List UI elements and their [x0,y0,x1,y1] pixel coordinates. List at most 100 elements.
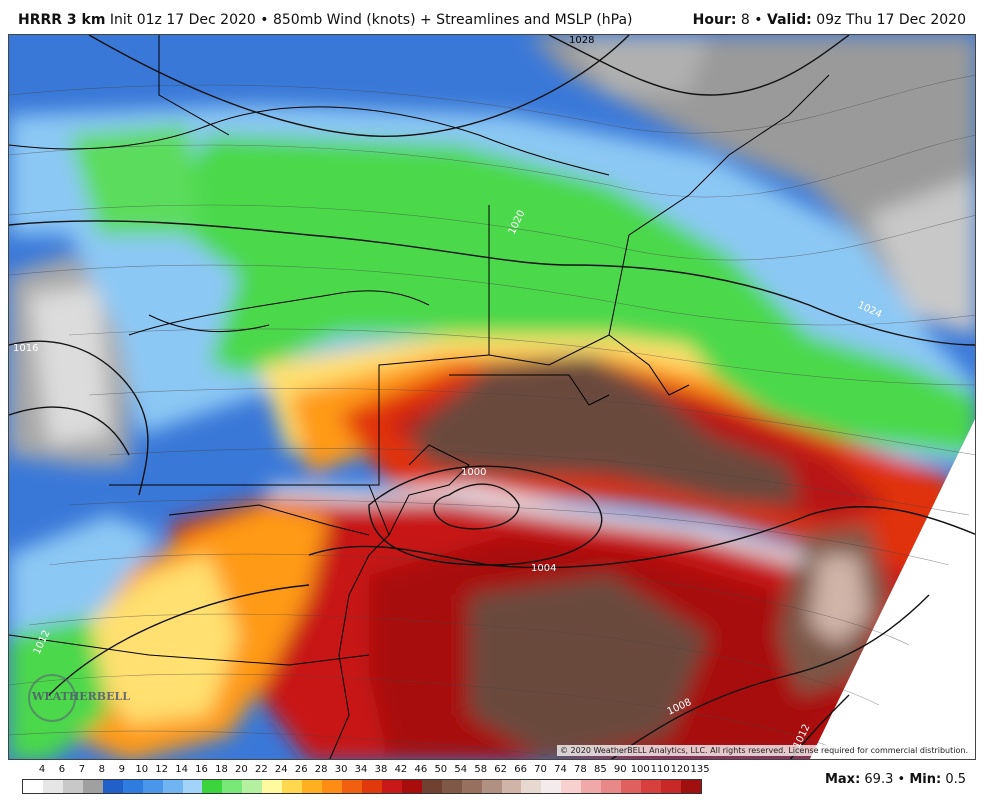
scale-label: 34 [354,764,368,775]
scale-swatch [401,780,422,793]
scale-label: 90 [613,764,627,775]
scale-swatch [62,780,83,793]
max-min-readout: Max: 69.3 • Min: 0.5 [825,772,966,787]
valid-label: Valid: [767,12,812,28]
scale-label: 30 [334,764,348,775]
scale-swatch [262,780,283,793]
weather-map[interactable]: 1028 1020 1024 1016 1000 1004 1012 1008 … [8,34,976,760]
scale-label: 7 [78,764,86,775]
valid-time-label: Hour: 8 • Valid: 09z Thu 17 Dec 2020 [693,12,966,28]
isobar-label-1028: 1028 [569,35,594,46]
stats-bullet: • [897,772,906,787]
scale-swatch [421,780,442,793]
scale-label: 14 [175,764,188,775]
weatherbell-logo: WEATHERBELL [18,668,130,728]
model-name: HRRR 3 km [18,12,106,28]
scale-label: 26 [294,764,308,775]
logo-circle [28,674,76,722]
scale-label: 66 [514,764,527,775]
scale-swatch [481,780,502,793]
scale-swatch [661,780,681,793]
isobar-label-1000: 1000 [461,467,486,478]
scale-swatch [501,780,522,793]
scale-label: 110 [650,764,670,775]
scale-label: 78 [574,764,587,775]
scale-label: 38 [374,764,388,775]
scale-swatch [82,780,103,793]
scale-labels: 4 6 7 8 9 10 12 14 16 18 20 22 24 26 28 30 34 38 42 46 50 54 5… [22,764,710,778]
min-value: 0.5 [945,772,966,787]
scale-label: 70 [534,764,547,775]
isobar-label-1004: 1004 [531,563,556,574]
scale-label: 8 [98,764,105,775]
max-value: 69.3 [864,772,894,787]
scale-swatch [680,780,701,793]
scale-swatch [202,780,223,793]
scale-label: 12 [155,764,169,775]
scale-swatch [342,780,362,793]
isobar-label-1016: 1016 [13,343,38,354]
hour-label: Hour: [692,12,737,28]
scale-label: 18 [215,764,228,775]
wind-speed-fill [9,35,975,759]
scale-swatch [561,780,582,793]
boundaries [9,35,830,759]
scale-swatch [461,780,482,793]
scale-swatch [182,780,203,793]
scale-label: 50 [434,764,448,775]
scale-swatch [441,780,462,793]
scale-swatch [581,780,602,793]
color-scale-legend: 4 6 7 8 9 10 12 14 16 18 20 22 24 26 28 30 34 38 42 46 50 54 5… [22,764,710,804]
scale-swatch [521,780,542,793]
map-title: HRRR 3 km Init 01z 17 Dec 2020 • 850mb W… [18,12,632,28]
logo-text: WEATHERBELL [32,690,130,703]
min-label: Min: [909,772,942,787]
scale-swatch [381,780,402,793]
scale-label: 62 [494,764,508,775]
scale-swatch [122,780,143,793]
scale-label: 24 [274,764,288,775]
map-canvas: 1028 1020 1024 1016 1000 1004 1012 1008 … [9,35,975,759]
scale-label: 4 [38,764,46,775]
scale-label: 58 [474,764,488,775]
scale-swatch [162,780,183,793]
init-time: Init 01z 17 Dec 2020 [109,12,256,28]
scale-label: 42 [394,764,408,775]
scale-label: 135 [690,764,710,775]
scale-label: 46 [414,764,428,775]
title-bar: HRRR 3 km Init 01z 17 Dec 2020 • 850mb W… [0,0,984,34]
title-bullet: • [260,12,269,28]
scale-label: 6 [58,764,66,775]
valid-value: 09z Thu 17 Dec 2020 [816,12,966,28]
scale-label: 9 [118,764,125,775]
scale-swatch [282,780,303,793]
scale-swatch [302,780,323,793]
scale-label: 54 [454,764,468,775]
scale-label: 10 [135,764,149,775]
scale-swatch [361,780,382,793]
scale-label: 74 [554,764,567,775]
scale-swatch [641,780,661,793]
hour-value: 8 [740,12,750,28]
scale-swatch [541,780,562,793]
scale-label: 22 [254,764,268,775]
product-name: 850mb Wind (knots) + Streamlines and MSL… [272,12,633,28]
scale-label: 16 [195,764,208,775]
off-domain-area [809,419,975,759]
scale-swatch [142,780,163,793]
scale-label: 85 [593,764,607,775]
scale-label: 120 [670,764,690,775]
scale-swatch [222,780,243,793]
header-bullet: • [754,12,763,28]
scale-swatch [621,780,642,793]
scale-swatch [601,780,622,793]
scale-swatch [102,780,123,793]
scale-swatch [322,780,342,793]
scale-label: 100 [630,764,650,775]
streamlines [9,75,975,756]
scale-label: 20 [235,764,248,775]
scale-swatch [242,780,263,793]
scale-swatch [42,780,63,793]
scale-swatch [23,780,43,793]
copyright-notice: © 2020 WeatherBELL Analytics, LLC. All r… [557,745,971,756]
